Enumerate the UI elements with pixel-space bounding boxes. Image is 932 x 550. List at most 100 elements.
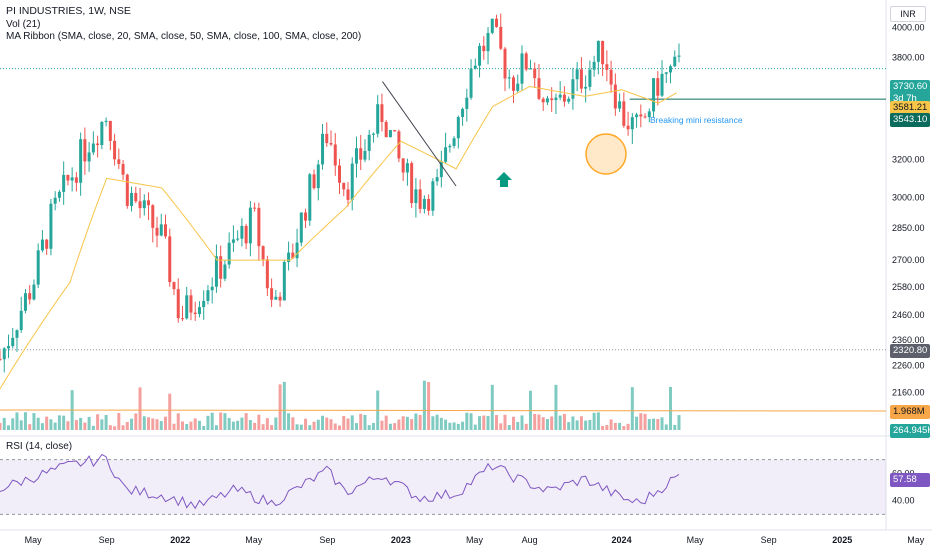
- y-tick-label: 2850.00: [892, 223, 925, 233]
- x-tick-label: 2022: [170, 535, 190, 545]
- volume-bar: [104, 415, 108, 430]
- y-tick-label: 2260.00: [892, 360, 925, 370]
- candle-body: [176, 289, 180, 319]
- resistance-tag: 3543.10: [890, 113, 930, 127]
- volume-bar: [656, 418, 660, 430]
- candle-body: [346, 189, 350, 200]
- candle-body: [465, 97, 469, 109]
- candle-body: [253, 207, 257, 209]
- vol-legend: Vol (21): [6, 19, 41, 30]
- candle-body: [524, 53, 528, 70]
- candle-body: [87, 152, 91, 162]
- volume-bar: [15, 412, 19, 430]
- candle-body: [371, 133, 375, 135]
- x-tick-label: May: [907, 535, 925, 545]
- candle-body: [113, 140, 117, 160]
- candle-body: [354, 148, 358, 164]
- candle-body: [618, 101, 622, 109]
- x-tick-label: Sep: [319, 535, 335, 545]
- volume-bar: [647, 419, 651, 430]
- volume-bar: [630, 387, 634, 430]
- volume-bar: [444, 419, 448, 430]
- candle-body: [189, 295, 193, 313]
- trendline: [382, 81, 457, 187]
- volume-bar: [397, 419, 401, 430]
- volume-bar: [495, 415, 499, 430]
- volume-bar: [176, 413, 180, 430]
- volume-bar: [618, 422, 622, 430]
- volume-bar: [0, 422, 2, 430]
- volume-bar: [478, 416, 482, 430]
- candle-body: [45, 239, 49, 249]
- x-tick-label: Sep: [761, 535, 777, 545]
- candle-body: [168, 236, 172, 283]
- candle-body: [635, 114, 639, 118]
- volume-bar: [660, 417, 664, 430]
- candle-body: [528, 68, 532, 70]
- volume-bar: [384, 415, 388, 430]
- y-tick-label: 2360.00: [892, 335, 925, 345]
- volume-bar: [439, 417, 443, 430]
- rsi-line: [0, 453, 680, 510]
- volume-bar: [469, 413, 473, 430]
- candle-body: [295, 242, 299, 259]
- candle-body: [74, 177, 78, 183]
- volume-bar: [639, 413, 643, 430]
- volume-bar: [575, 420, 579, 430]
- volume-bar: [223, 413, 227, 430]
- volume-bar: [571, 416, 575, 430]
- candle-body: [104, 120, 108, 122]
- volume-bar: [134, 413, 138, 430]
- candle-body: [652, 78, 656, 112]
- x-tick-label: May: [466, 535, 484, 545]
- rsi-value-tag: 57.58: [890, 473, 930, 487]
- y-tick-label: 3200.00: [892, 154, 925, 164]
- breaking-annotation: Breaking mini resistance: [650, 115, 743, 125]
- candle-body: [36, 250, 40, 285]
- candle-body: [19, 310, 23, 331]
- candle-body: [147, 200, 151, 206]
- volume-bar: [333, 423, 337, 430]
- candle-body: [219, 256, 223, 279]
- candle-body: [533, 68, 537, 79]
- volume-bar: [346, 418, 350, 430]
- rsi-tick-label: 40.00: [892, 496, 915, 506]
- candle-body: [490, 18, 494, 33]
- vol-ma-tag: 1.968M: [890, 405, 930, 419]
- y-tick-label: 3800.00: [892, 53, 925, 63]
- volume-bar: [299, 424, 303, 430]
- volume-bar: [244, 413, 248, 430]
- volume-bar: [588, 419, 592, 430]
- volume-bar: [435, 414, 439, 430]
- candle-body: [609, 69, 613, 85]
- candle-body: [588, 69, 592, 87]
- candle-body: [380, 104, 384, 122]
- volume-bar: [503, 414, 507, 430]
- volume-bar: [405, 416, 409, 430]
- volume-bar: [248, 420, 252, 430]
- volume-bar: [180, 421, 184, 430]
- candle-body: [210, 286, 214, 291]
- volume-bar: [635, 416, 639, 430]
- volume-bar: [626, 423, 630, 430]
- candle-body: [197, 307, 201, 315]
- currency-button[interactable]: INR: [890, 6, 926, 22]
- candle-body: [410, 163, 414, 204]
- volume-bar: [452, 422, 456, 430]
- candle-body: [57, 191, 61, 198]
- x-tick-label: Sep: [99, 535, 115, 545]
- candle-body: [639, 114, 643, 117]
- candle-body: [469, 68, 473, 98]
- candle-body: [321, 133, 325, 165]
- candle-body: [159, 224, 163, 236]
- x-tick-label: May: [25, 535, 43, 545]
- volume-bar: [6, 425, 10, 430]
- candle-body: [308, 174, 312, 221]
- volume-bar: [295, 424, 299, 430]
- volume-bar: [321, 415, 325, 430]
- candle-body: [11, 337, 15, 347]
- volume-bar: [261, 424, 265, 430]
- volume-bar: [74, 420, 78, 430]
- candle-body: [299, 212, 303, 243]
